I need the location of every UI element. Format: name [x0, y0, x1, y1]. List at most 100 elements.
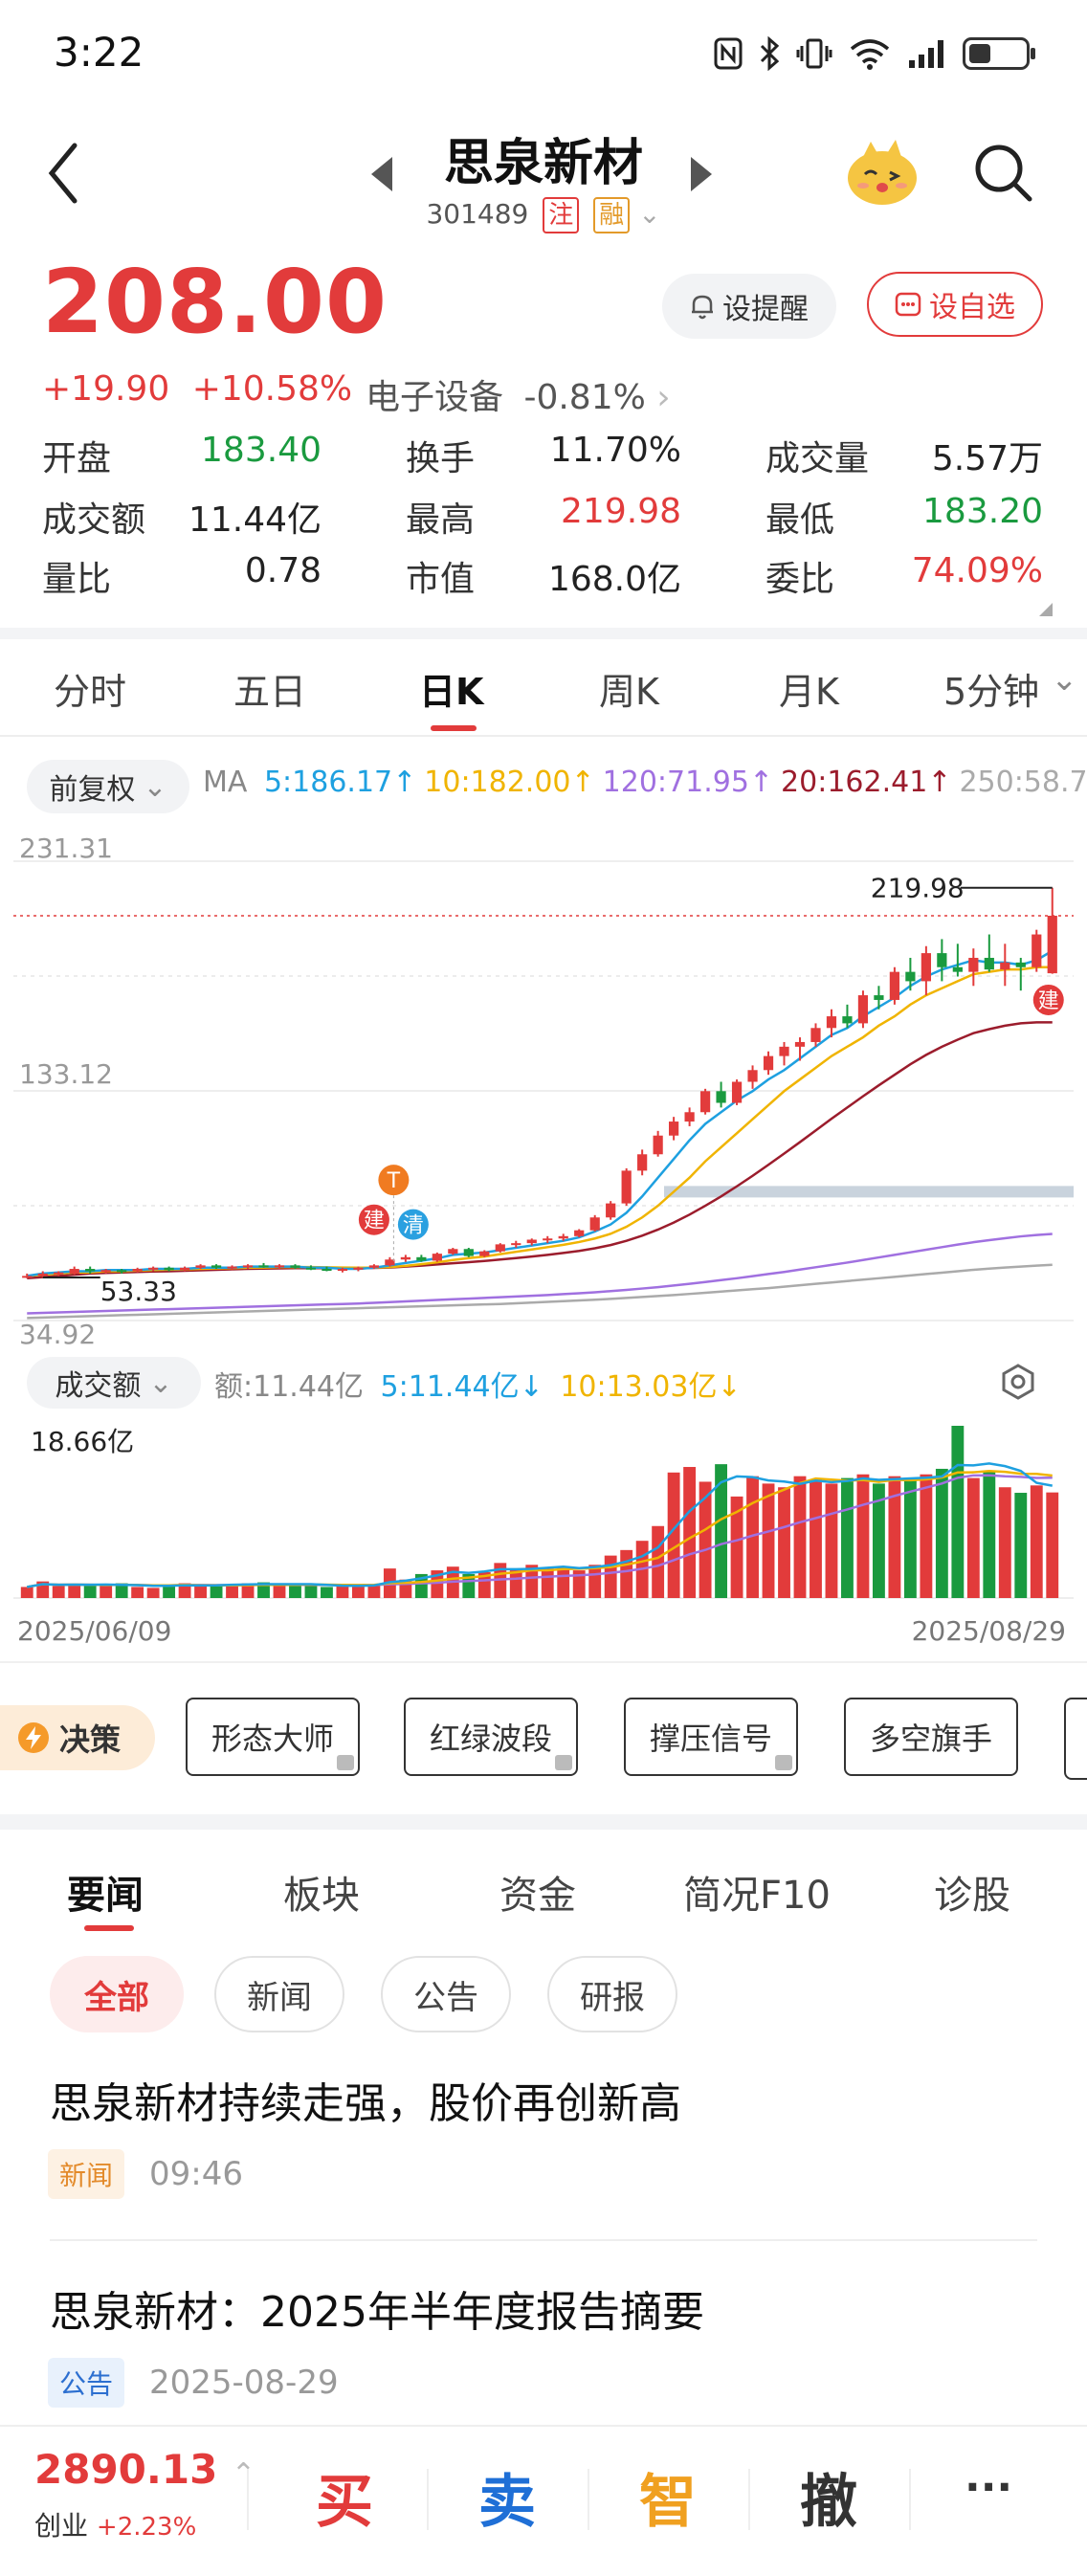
- volume-bar: [1046, 1492, 1059, 1598]
- status-time: 3:22: [54, 29, 144, 76]
- period-tab[interactable]: 五日: [233, 671, 307, 713]
- bluetooth-icon: [760, 36, 780, 71]
- candle-body: [211, 1265, 222, 1268]
- volume-bar: [935, 1468, 948, 1598]
- volume-bar: [715, 1464, 728, 1598]
- set-alert-button[interactable]: 设提醒: [662, 274, 836, 339]
- chevron-down-icon[interactable]: ⌄: [1051, 660, 1078, 699]
- candle-body: [621, 1170, 632, 1204]
- volume-bar: [257, 1582, 270, 1598]
- tool-button[interactable]: 红绿波段: [404, 1698, 578, 1776]
- tool-label: 红绿波段: [429, 1721, 552, 1757]
- sell-button[interactable]: 卖: [478, 2469, 536, 2536]
- battery-icon: [963, 37, 1035, 70]
- volume-bar: [951, 1426, 965, 1598]
- candle-body: [526, 1239, 537, 1244]
- candle-body: [258, 1265, 269, 1268]
- stock-name: 思泉新材: [443, 135, 643, 192]
- settings-icon[interactable]: [999, 1363, 1037, 1401]
- candle-body: [1015, 962, 1026, 967]
- register-tag: 注: [543, 197, 580, 233]
- ma-value: 120:71.95↑: [602, 766, 774, 799]
- news-filter-chip[interactable]: 新闻: [214, 1956, 344, 2032]
- period-tab[interactable]: 分时: [54, 671, 127, 713]
- back-button[interactable]: [44, 140, 82, 207]
- tool-button[interactable]: 多空旗手: [844, 1698, 1018, 1776]
- more-button[interactable]: ···: [965, 2463, 1013, 2512]
- volume-chart[interactable]: 18.66亿: [13, 1416, 1074, 1608]
- news-tab[interactable]: 板块: [283, 1874, 360, 1918]
- candle-body: [558, 1235, 568, 1239]
- decision-label: 决策: [59, 1721, 122, 1758]
- add-watchlist-button[interactable]: 设自选: [867, 272, 1043, 337]
- candle-body: [731, 1081, 743, 1103]
- chevron-down-icon[interactable]: ⌄: [638, 198, 661, 230]
- news-time: 2025-08-29: [149, 2364, 339, 2402]
- mascot-icon[interactable]: [842, 136, 922, 209]
- candle-body: [669, 1121, 679, 1136]
- news-filter-chip[interactable]: 全部: [50, 1956, 184, 2032]
- candle-body: [400, 1256, 410, 1260]
- volume-bar: [68, 1584, 81, 1598]
- marker-clear-icon-text: 清: [403, 1214, 424, 1238]
- marker-build-icon: [358, 1204, 389, 1235]
- volume-bar: [163, 1585, 176, 1598]
- adjust-select[interactable]: 前复权 ⌄: [27, 760, 189, 813]
- lightning-icon: [18, 1722, 49, 1753]
- index-value[interactable]: 2890.13 ⌃: [34, 2446, 255, 2493]
- news-filter-chip[interactable]: 公告: [381, 1956, 511, 2032]
- separator: [748, 2469, 750, 2530]
- candle-body: [117, 1270, 127, 1273]
- news-tab[interactable]: 诊股: [934, 1874, 1010, 1918]
- candle-body: [385, 1259, 395, 1266]
- tool-button[interactable]: 撑压信号: [624, 1698, 798, 1776]
- smart-button[interactable]: 智: [639, 2469, 697, 2536]
- date-start: 2025/06/09: [17, 1615, 172, 1647]
- news-tab[interactable]: 资金: [499, 1874, 576, 1918]
- candle-body: [874, 995, 884, 1000]
- volume-bar: [762, 1483, 775, 1598]
- volume-bar: [683, 1467, 697, 1598]
- candle-body: [779, 1046, 789, 1056]
- candle-body: [85, 1269, 96, 1272]
- news-title[interactable]: 思泉新材：2025年半年度报告摘要: [50, 2288, 704, 2337]
- news-tab[interactable]: 简况F10: [683, 1874, 831, 1918]
- expand-corner-icon[interactable]: [1037, 601, 1054, 618]
- stock-code-row: 301489 注 融 ⌄: [0, 197, 1087, 233]
- prev-stock-arrow[interactable]: [371, 157, 392, 191]
- candle-body: [132, 1269, 143, 1272]
- candle-body: [511, 1243, 521, 1246]
- tool-overflow[interactable]: [1064, 1698, 1087, 1780]
- volume-bar: [194, 1584, 208, 1598]
- volume-bar: [226, 1585, 238, 1598]
- tool-button[interactable]: 形态大师: [186, 1698, 360, 1776]
- volume-bar: [920, 1474, 933, 1598]
- news-tab[interactable]: 要闻: [67, 1874, 144, 1918]
- period-tab[interactable]: 月K: [779, 671, 839, 713]
- news-title[interactable]: 思泉新材持续走强，股价再创新高: [50, 2079, 681, 2128]
- ma5-line: [27, 949, 1054, 1277]
- volume-bar: [1030, 1485, 1043, 1598]
- bell-icon: [692, 295, 713, 320]
- search-icon[interactable]: [972, 142, 1033, 203]
- sector-name: 电子设备: [366, 378, 504, 417]
- buy-button[interactable]: 买: [316, 2469, 373, 2536]
- candle-body: [37, 1273, 48, 1277]
- period-tab[interactable]: 日K: [419, 671, 484, 713]
- candle-body: [589, 1217, 600, 1231]
- next-stock-arrow[interactable]: [691, 157, 712, 191]
- period-tab[interactable]: 5分钟: [943, 671, 1040, 713]
- sector-link[interactable]: 电子设备 -0.81% ›: [366, 369, 671, 419]
- y-axis-max-label: 231.31: [19, 833, 113, 864]
- volume-indicator-select[interactable]: 成交额 ⌄: [27, 1357, 201, 1409]
- chevron-down-icon: ⌄: [143, 769, 167, 804]
- stock-code: 301489: [426, 198, 529, 230]
- news-filter-chip[interactable]: 研报: [547, 1956, 677, 2032]
- cancel-order-button[interactable]: 撤: [800, 2469, 857, 2536]
- candle-body: [653, 1135, 663, 1155]
- decision-chip[interactable]: 决策: [0, 1705, 155, 1770]
- candle-body: [889, 971, 900, 1000]
- period-tab[interactable]: 周K: [599, 671, 659, 713]
- volume-bar: [557, 1566, 570, 1598]
